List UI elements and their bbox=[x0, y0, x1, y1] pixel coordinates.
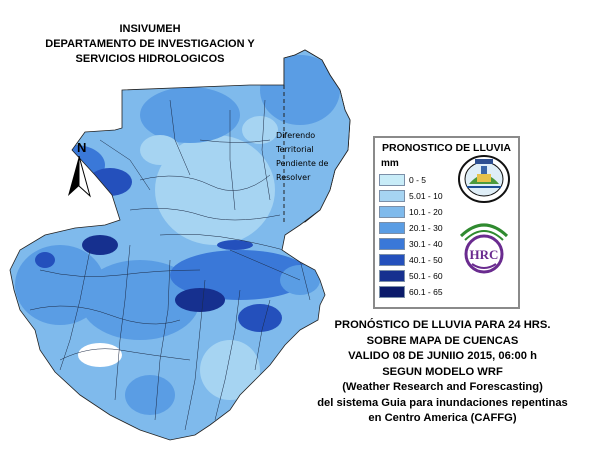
caption-line3: VALIDO 08 DE JUNIIO 2015, 06:00 h bbox=[348, 350, 537, 362]
legend-item: 40.1 - 50 bbox=[379, 254, 443, 266]
legend-label: 10.1 - 20 bbox=[409, 207, 443, 217]
dispute-note: Diferendo Territorial Pendiente de Resol… bbox=[276, 129, 328, 185]
agency-header: INSIVUMEH DEPARTAMENTO DE INVESTIGACION … bbox=[0, 22, 300, 67]
legend: PRONOSTICO DE LLUVIA mm 0 - 5 5.01 - 10 … bbox=[373, 136, 520, 309]
legend-swatch bbox=[379, 286, 405, 298]
caption-line4: SEGUN MODELO WRF bbox=[382, 365, 503, 378]
legend-swatch bbox=[379, 270, 405, 282]
legend-label: 30.1 - 40 bbox=[409, 239, 443, 249]
watershed-lines bbox=[29, 99, 311, 431]
legend-swatch bbox=[379, 174, 405, 186]
legend-item: 60.1 - 65 bbox=[379, 286, 443, 298]
legend-item: 10.1 - 20 bbox=[379, 206, 443, 218]
legend-label: 5.01 - 10 bbox=[409, 191, 443, 201]
country-outline bbox=[9, 49, 351, 441]
dispute-line4: Resolver bbox=[276, 173, 311, 182]
legend-label: 50.1 - 60 bbox=[409, 271, 443, 281]
north-arrow: N bbox=[64, 140, 94, 200]
caption-line5: (Weather Research and Forescasting) bbox=[342, 381, 543, 393]
hrc-logo-icon: HRC bbox=[459, 223, 509, 274]
legend-label: 60.1 - 65 bbox=[409, 287, 443, 297]
caption-line2: SOBRE MAPA DE CUENCAS bbox=[366, 334, 519, 347]
legend-swatch bbox=[379, 190, 405, 202]
caption-line1: PRONÓSTICO DE LLUVIA PARA 24 HRS. bbox=[334, 319, 551, 331]
legend-label: 40.1 - 50 bbox=[409, 255, 443, 265]
legend-item: 0 - 5 bbox=[379, 174, 426, 186]
dispute-line1: Diferendo bbox=[276, 131, 316, 140]
legend-label: 20.1 - 30 bbox=[409, 223, 443, 233]
svg-text:HRC: HRC bbox=[470, 247, 499, 262]
legend-swatch bbox=[379, 222, 405, 234]
legend-swatch bbox=[379, 238, 405, 250]
department-line2: SERVICIOS HIDROLOGICOS bbox=[75, 53, 225, 65]
legend-item: 50.1 - 60 bbox=[379, 270, 443, 282]
department-line1: DEPARTAMENTO DE INVESTIGACION Y bbox=[45, 38, 255, 50]
insivumeh-seal-icon bbox=[458, 155, 510, 203]
north-label: N bbox=[77, 140, 87, 155]
caption-line6: del sistema Guia para inundaciones repen… bbox=[317, 396, 568, 409]
legend-label: 0 - 5 bbox=[409, 175, 427, 185]
legend-item: 20.1 - 30 bbox=[379, 222, 443, 234]
caption-line7: en Centro America (CAFFG) bbox=[368, 412, 517, 424]
agency-name: INSIVUMEH bbox=[119, 23, 181, 35]
legend-unit: mm bbox=[381, 158, 399, 169]
dispute-line3: Pendiente de bbox=[276, 159, 329, 168]
dispute-line2: Territorial bbox=[276, 145, 314, 154]
legend-item: 5.01 - 10 bbox=[379, 190, 443, 202]
legend-title: PRONOSTICO DE LLUVIA bbox=[382, 142, 511, 154]
legend-swatch bbox=[379, 206, 405, 218]
legend-swatch bbox=[379, 254, 405, 266]
legend-item: 30.1 - 40 bbox=[379, 238, 443, 250]
north-arrow-icon bbox=[68, 156, 91, 198]
forecast-caption: PRONÓSTICO DE LLUVIA PARA 24 HRS. SOBRE … bbox=[290, 318, 595, 427]
